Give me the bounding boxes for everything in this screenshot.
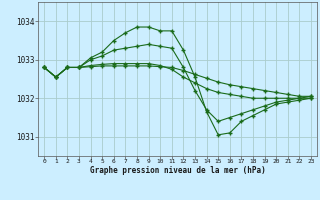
X-axis label: Graphe pression niveau de la mer (hPa): Graphe pression niveau de la mer (hPa) <box>90 166 266 175</box>
